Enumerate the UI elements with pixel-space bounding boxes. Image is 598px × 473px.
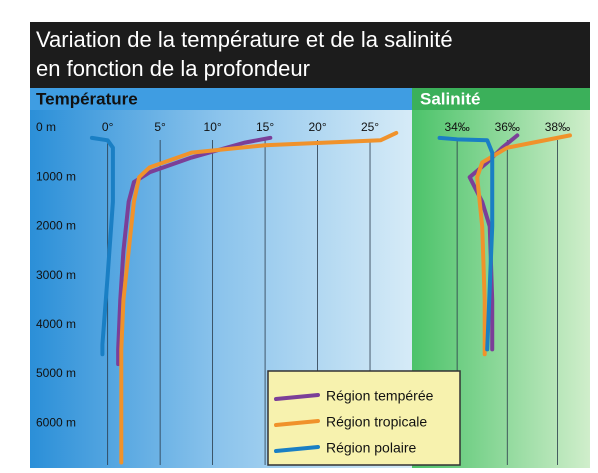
x-tick-label: 36‰ [495, 120, 520, 134]
y-tick-label: 3000 m [36, 268, 76, 282]
x-tick-label: 20° [308, 120, 326, 134]
y-tick-label: 5000 m [36, 366, 76, 380]
legend-swatch [274, 393, 320, 401]
data-line [475, 133, 572, 357]
legend-label: Région tempérée [326, 388, 434, 404]
x-tick-label: 38‰ [545, 120, 570, 134]
title-line: en fonction de la profondeur [36, 56, 310, 81]
data-line [89, 135, 115, 357]
header [30, 22, 590, 88]
x-tick-label: 34‰ [444, 120, 469, 134]
legend: Région tempérée Région tropicale Région po… [267, 370, 461, 466]
plot: 0° 5° 10° 15° 20° 25° 0 m 1000 m 2000 m 3000 m 400… [36, 120, 572, 465]
panel-title: Salinité [420, 89, 480, 108]
panel-header [412, 88, 590, 110]
y-tick-label: 1000 m [36, 169, 76, 183]
panel-header [30, 88, 412, 110]
legend-swatch [274, 419, 320, 427]
data-line [119, 130, 399, 465]
legend-label: Région tropicale [326, 414, 427, 430]
x-tick-label: 25° [361, 120, 379, 134]
x-tick-label: 15° [256, 120, 274, 134]
x-tick-label: 0° [102, 120, 114, 134]
y-tick-label: 0 m [36, 120, 56, 134]
x-tick-label: 5° [154, 120, 166, 134]
legend-label: Région polaire [326, 440, 416, 456]
y-tick-label: 4000 m [36, 317, 76, 331]
legend-swatch [274, 445, 320, 453]
panel-title: Température [36, 89, 138, 108]
title-line: Variation de la température et de la sal… [36, 27, 453, 52]
data-line [437, 135, 495, 352]
x-tick-label: 10° [204, 120, 222, 134]
y-tick-label: 6000 m [36, 415, 76, 429]
y-tick-label: 2000 m [36, 219, 76, 233]
